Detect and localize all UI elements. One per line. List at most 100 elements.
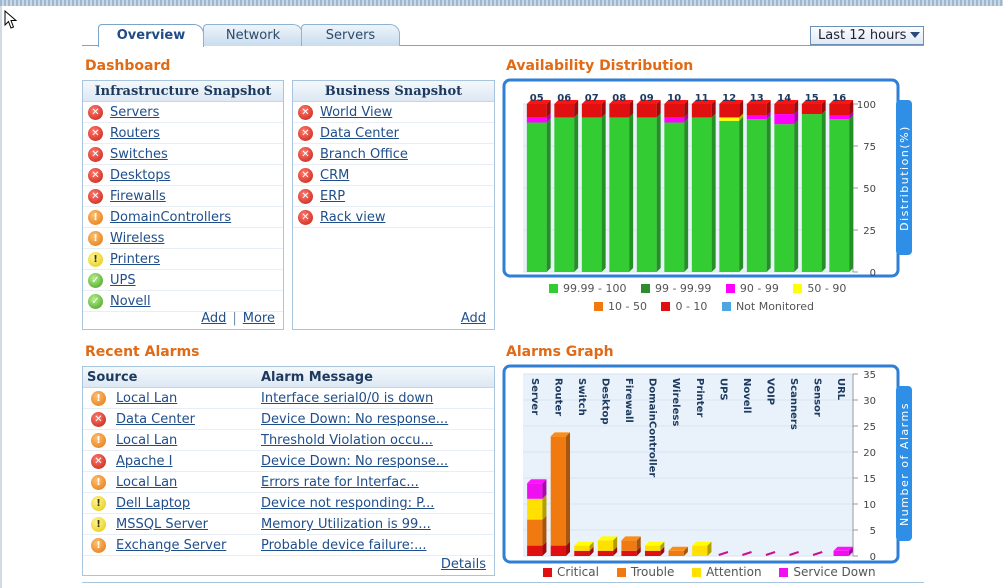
business-item-link[interactable]: World View <box>320 105 393 120</box>
time-range-select[interactable]: Last 12 hours <box>810 26 924 45</box>
bar-segment <box>829 119 850 272</box>
bar-segment-side <box>656 100 661 118</box>
top-border <box>0 0 1003 6</box>
dashboard-title: Dashboard <box>85 58 171 74</box>
business-item-link[interactable]: ERP <box>320 189 346 204</box>
y-axis-title: Number of Alarms <box>898 402 911 526</box>
bar-segment <box>719 104 740 118</box>
alarm-message-link[interactable]: Device not responding: P... <box>261 496 435 511</box>
legend-swatch <box>616 568 626 577</box>
infrastructure-item-link[interactable]: Desktops <box>110 168 171 183</box>
infrastructure-more-link[interactable]: More <box>242 311 275 326</box>
bar-segment <box>644 550 661 556</box>
alarms-table-body: ! Local Lan Interface serial0/0 is down ✕ Da… <box>83 388 494 556</box>
bar-segment <box>833 550 849 556</box>
tab-network[interactable]: Network <box>203 24 303 46</box>
alarm-source-link[interactable]: MSSQL Server <box>116 517 208 532</box>
legend-item-critical: Critical <box>543 565 599 579</box>
y-axis-title: Distribution(%) <box>898 125 911 231</box>
x-tick-label: Wireless <box>670 378 681 426</box>
tab-servers[interactable]: Servers <box>301 24 400 46</box>
time-range-value: Last 12 hours <box>818 28 907 43</box>
bar-segment-side <box>574 113 579 272</box>
x-tick-label: 15 <box>805 93 819 104</box>
infrastructure-item-link[interactable]: Novell <box>110 294 151 309</box>
business-item-link[interactable]: Data Center <box>320 126 399 141</box>
alarm-source-link[interactable]: Exchange Server <box>116 538 227 553</box>
critical-status-icon: ✕ <box>88 168 103 183</box>
business-add-link[interactable]: Add <box>460 311 486 326</box>
infrastructure-item-link[interactable]: Wireless <box>110 231 165 246</box>
legend-swatch <box>793 284 803 293</box>
alarm-message-link[interactable]: Interface serial0/0 is down <box>261 391 434 406</box>
bar-segment <box>664 122 685 272</box>
x-tick-label: VOIP <box>765 378 776 405</box>
bar-top <box>574 541 594 546</box>
bar-top <box>801 100 826 104</box>
bar-top <box>550 432 571 437</box>
bar-segment-side <box>711 113 716 272</box>
business-item-link[interactable]: CRM <box>320 168 350 183</box>
legend-item-service-down: Service Down <box>779 565 876 579</box>
bar-segment <box>774 104 795 115</box>
y-tick-label: 100 <box>857 100 876 111</box>
bar-segment-side <box>542 541 547 556</box>
alarm-source-link[interactable]: Dell Laptop <box>116 496 191 511</box>
infrastructure-item-link[interactable]: Servers <box>110 105 160 120</box>
infrastructure-item: ✕ Firewalls <box>83 186 283 207</box>
alarm-message-link[interactable]: Threshold Violation occu... <box>261 433 433 448</box>
critical-status-icon: ✕ <box>91 412 106 427</box>
bar-segment <box>644 545 661 551</box>
infrastructure-item-link[interactable]: DomainControllers <box>110 210 232 225</box>
business-item: ✕ Data Center <box>293 123 494 144</box>
y-tick-label: 35 <box>863 370 876 381</box>
chevron-down-icon <box>910 32 920 38</box>
zero-bar-marker <box>718 551 729 556</box>
alarm-source-link[interactable]: Local Lan <box>116 433 178 448</box>
infrastructure-item: ! Printers <box>83 249 283 270</box>
y-tick-label: 75 <box>863 142 876 153</box>
bar-segment-side <box>589 546 594 556</box>
infrastructure-item: ! Wireless <box>83 228 283 249</box>
alarm-message-link[interactable]: Memory Utilization is 99... <box>261 517 431 532</box>
business-item-link[interactable]: Rack view <box>320 210 386 225</box>
legend-item-99-99-100: 99.99 - 100 <box>549 282 626 295</box>
business-item-link[interactable]: Branch Office <box>320 147 408 162</box>
tab-overview[interactable]: Overview <box>98 24 204 47</box>
zero-bar-marker <box>742 551 752 556</box>
infrastructure-item-link[interactable]: Firewalls <box>110 189 166 204</box>
bar-segment <box>692 545 708 556</box>
bar-segment <box>801 114 822 272</box>
bar-segment <box>550 436 567 546</box>
infrastructure-item-link[interactable]: Switches <box>110 147 168 162</box>
bar-segment-side <box>566 432 571 546</box>
bar-segment-side <box>711 100 716 118</box>
bar-segment <box>719 117 740 121</box>
alarms-details-link[interactable]: Details <box>440 557 486 572</box>
bar-top <box>719 100 744 104</box>
alarm-source-link[interactable]: Local Lan <box>116 475 178 490</box>
recent-alarms-title: Recent Alarms <box>85 344 200 360</box>
infrastructure-item-link[interactable]: Printers <box>110 252 161 267</box>
infrastructure-add-link[interactable]: Add <box>201 311 227 326</box>
bar-top <box>746 100 771 104</box>
y-tick-label: 5 <box>870 526 876 537</box>
alarm-source-link[interactable]: Apache I <box>116 454 173 469</box>
infrastructure-item-link[interactable]: UPS <box>110 273 136 288</box>
bar-segment-side <box>739 116 744 272</box>
alarm-source-link[interactable]: Local Lan <box>116 391 178 406</box>
bar-segment <box>526 117 547 123</box>
bar-top <box>664 100 689 104</box>
bar-segment-side <box>601 100 606 118</box>
x-tick-label: Firewall <box>623 378 634 423</box>
alarm-message-link[interactable]: Probable device failure:... <box>261 538 427 553</box>
bar-top <box>692 541 712 546</box>
alarm-message-link[interactable]: Device Down: No response... <box>261 454 449 469</box>
alarm-source-link[interactable]: Data Center <box>116 412 195 427</box>
infrastructure-item-link[interactable]: Routers <box>110 126 160 141</box>
legend-item-trouble: Trouble <box>616 565 674 579</box>
alarm-message-link[interactable]: Errors rate for Interfac... <box>261 475 419 490</box>
zero-bar-marker <box>765 551 776 556</box>
alarm-message-link[interactable]: Device Down: No response... <box>261 412 449 427</box>
bar-segment-side <box>574 100 579 118</box>
